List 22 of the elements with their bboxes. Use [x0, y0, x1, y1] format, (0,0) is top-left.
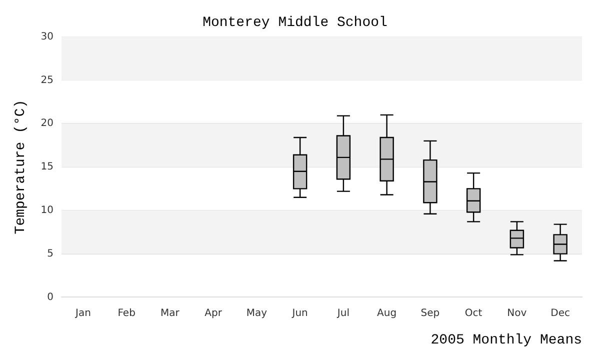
x-tick-label: Mar — [160, 308, 180, 319]
chart-title: Monterey Middle School — [202, 15, 388, 32]
x-tick-label: Jul — [336, 308, 350, 319]
x-tick-label: May — [246, 308, 268, 319]
y-axis-title: Temperature (°C) — [13, 100, 30, 234]
y-tick-label: 5 — [47, 248, 54, 260]
x-axis-title: 2005 Monthly Means — [430, 332, 582, 348]
x-tick-label: Sep — [420, 308, 440, 319]
y-tick-label: 30 — [40, 31, 54, 42]
x-tick-label: Apr — [204, 308, 223, 319]
x-tick-label: Feb — [118, 308, 136, 319]
y-tick-label: 10 — [40, 204, 54, 216]
x-tick-label: Aug — [377, 308, 397, 319]
x-tick-label: Jan — [74, 308, 91, 319]
x-tick-label: Oct — [464, 308, 482, 319]
y-tick-label: 0 — [47, 292, 54, 303]
x-tick-label: Dec — [550, 308, 570, 319]
y-tick-label: 25 — [40, 74, 54, 86]
y-tick-label: 15 — [40, 162, 54, 173]
x-tick-label: Jun — [291, 308, 308, 319]
x-tick-label: Nov — [507, 308, 527, 319]
y-tick-label: 20 — [40, 118, 54, 130]
